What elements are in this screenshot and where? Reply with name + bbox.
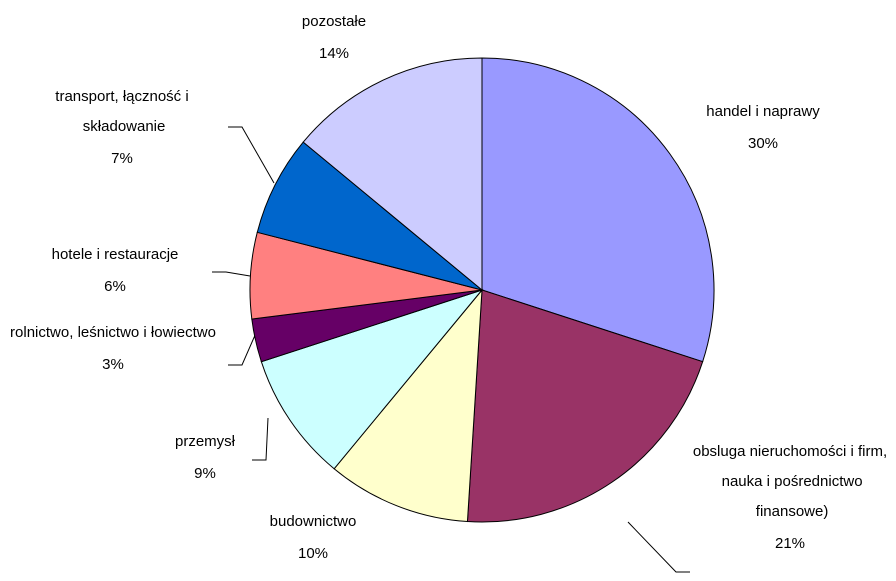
pie-slice: [302, 57, 483, 292]
slice-label: obsluga nieruchomości i firm, nauka i po…: [693, 443, 887, 520]
leader-line: [627, 521, 690, 573]
leader-line: [252, 417, 269, 461]
slice-value-label: 7%: [111, 150, 133, 167]
slice-value-label: 9%: [194, 465, 216, 482]
pie-slice: [333, 288, 483, 523]
slice-label: przemysł: [175, 433, 236, 450]
pie-slice: [260, 288, 484, 470]
pie-slice: [466, 289, 704, 523]
slice-label: transport, łączność i składowanie: [55, 88, 188, 135]
leader-lines: [212, 126, 690, 573]
slice-value-label: 14%: [319, 45, 349, 62]
pie-slice: [256, 141, 483, 291]
slice-value-label: 6%: [104, 278, 126, 295]
slice-label: hotele i restauracje: [52, 246, 179, 263]
slice-value-label: 10%: [298, 545, 328, 562]
slice-value-label: 21%: [775, 535, 805, 552]
slice-label: budownictwo: [270, 513, 357, 530]
pie-slice: [481, 57, 715, 363]
leader-line: [228, 332, 257, 366]
leader-line: [212, 271, 251, 277]
slice-label: pozostałe: [302, 13, 366, 30]
slice-label: rolnictwo, leśnictwo i łowiectwo: [10, 324, 216, 341]
slice-value-label: 30%: [748, 135, 778, 152]
slice-label: handel i naprawy: [706, 103, 820, 120]
slice-value-label: 3%: [102, 356, 124, 373]
leader-line: [228, 126, 275, 184]
